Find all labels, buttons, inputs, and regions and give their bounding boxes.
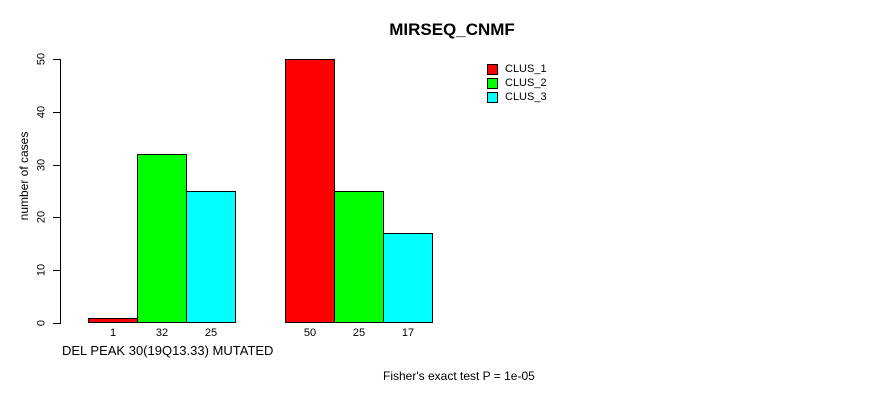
legend-item-clus_3: CLUS_3 xyxy=(487,90,547,104)
bar-clus_1-group1 xyxy=(88,318,138,323)
legend: CLUS_1 CLUS_2 CLUS_3 xyxy=(487,62,547,104)
footnote-text: Fisher's exact test P = 1e-05 xyxy=(383,369,535,383)
y-tick-label: 10 xyxy=(35,263,48,277)
y-tick-label: 0 xyxy=(35,319,48,327)
bar-value-label: 1 xyxy=(109,327,117,339)
legend-item-clus_2: CLUS_2 xyxy=(487,76,547,90)
bar-value-label: 25 xyxy=(204,327,218,339)
y-tick-mark xyxy=(53,323,60,324)
legend-swatch-clus_2 xyxy=(487,77,498,89)
y-tick-label: 50 xyxy=(35,52,48,66)
bar-value-label: 25 xyxy=(352,327,366,339)
y-tick-mark xyxy=(53,270,60,271)
legend-swatch-clus_1 xyxy=(487,63,498,75)
bar-clus_1-group2 xyxy=(285,59,335,323)
bar-value-label: 32 xyxy=(155,327,169,339)
legend-label: CLUS_1 xyxy=(505,63,547,75)
y-tick-label: 30 xyxy=(35,158,48,172)
y-tick-mark xyxy=(53,217,60,218)
x-axis-label: DEL PEAK 30(19Q13.33) MUTATED xyxy=(62,343,274,358)
legend-item-clus_1: CLUS_1 xyxy=(487,62,547,76)
bar-value-label: 17 xyxy=(401,327,415,339)
y-tick-label: 20 xyxy=(35,210,48,224)
chart-title: MIRSEQ_CNMF xyxy=(389,20,515,39)
y-tick-mark xyxy=(53,59,60,60)
legend-label: CLUS_3 xyxy=(505,91,547,103)
bar-clus_3-group2 xyxy=(383,233,433,323)
legend-swatch-clus_3 xyxy=(487,91,498,103)
legend-label: CLUS_2 xyxy=(505,77,547,89)
bar-clus_2-group1 xyxy=(137,154,187,323)
y-tick-label: 40 xyxy=(35,105,48,119)
bar-clus_3-group1 xyxy=(186,191,236,323)
y-tick-mark xyxy=(53,112,60,113)
y-tick-mark xyxy=(53,165,60,166)
y-axis-line xyxy=(60,59,61,324)
bar-value-label: 50 xyxy=(303,327,317,339)
bar-clus_2-group2 xyxy=(334,191,384,323)
